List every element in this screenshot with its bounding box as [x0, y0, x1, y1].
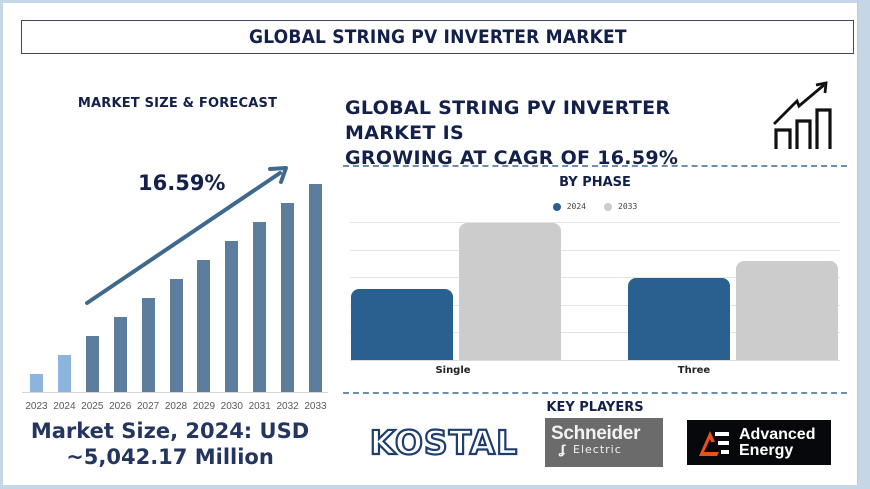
schneider-logo-line1: Schneider [551, 423, 641, 444]
category-label-three: Three [677, 365, 711, 376]
kostal-logo: KOSTAL [369, 424, 519, 460]
chart-legend: 2024 2033 [345, 202, 845, 211]
x-tick-label: 2026 [109, 401, 132, 412]
x-axis-line [350, 360, 840, 361]
legend-dot-icon [604, 202, 612, 211]
x-tick-label: 2030 [220, 401, 243, 412]
market-size-text: Market Size, 2024: USD ~5,042.17 Million [0, 418, 340, 470]
x-tick-label: 2029 [192, 401, 216, 412]
legend-label: 2033 [618, 202, 638, 211]
schneider-electric-logo: Schneider ʆ Electric [545, 418, 663, 467]
gridline [350, 222, 840, 223]
bar-2028 [169, 279, 183, 392]
market-size-line2: ~5,042.17 Million [66, 445, 274, 469]
x-tick-label: 2024 [53, 401, 76, 412]
cagr-label: 16.59% [138, 171, 226, 195]
cagr-heading-line1: GLOBAL STRING PV INVERTER MARKET IS [345, 97, 671, 144]
legend-item-2033: 2033 [604, 202, 637, 211]
by-phase-title: BY PHASE [559, 175, 631, 190]
bar-single-2024 [351, 289, 453, 360]
title-banner: GLOBAL STRING PV INVERTER MARKET [21, 20, 854, 54]
bar-single-2033 [459, 223, 561, 360]
market-size-heading: MARKET SIZE & FORECAST [77, 96, 278, 111]
x-tick-label: 2025 [81, 401, 104, 412]
page-title: GLOBAL STRING PV INVERTER MARKET [248, 26, 627, 48]
section-divider [343, 165, 847, 167]
bar-2025 [85, 336, 99, 392]
growth-chart-icon [773, 81, 832, 149]
category-label-single: Single [435, 365, 471, 376]
section-divider [343, 392, 847, 394]
bar-2027 [141, 298, 155, 392]
x-tick-label: 2023 [25, 401, 48, 412]
bar-2023 [30, 374, 43, 392]
legend-label: 2024 [566, 202, 586, 211]
advanced-energy-logo: Advanced Energy [687, 420, 831, 465]
bar-2029 [197, 260, 211, 392]
svg-text:KOSTAL: KOSTAL [370, 424, 518, 460]
market-forecast-chart: 2023 2024 2025 2026 2027 2028 2029 2030 2031 2032… [0, 0, 340, 420]
x-tick-label: 2031 [248, 401, 271, 412]
bar-three-2033 [736, 261, 838, 360]
gridline [350, 277, 840, 278]
x-tick-label: 2027 [136, 401, 160, 412]
x-tick-label: 2028 [164, 401, 188, 412]
bar-three-2024 [628, 278, 730, 360]
bar-2033 [309, 184, 322, 392]
bar-2031 [253, 222, 267, 392]
advanced-energy-text: Advanced Energy [739, 425, 816, 459]
schneider-symbol-icon: ʆ [559, 443, 567, 457]
trend-arrow-icon [85, 166, 288, 305]
bar-2030 [225, 241, 239, 392]
frame-divider [857, 0, 858, 485]
market-size-line1: Market Size, 2024: USD [30, 419, 310, 443]
x-tick-label: 2032 [276, 401, 299, 412]
schneider-logo-line2: ʆ Electric [559, 443, 622, 457]
bar-2024 [57, 355, 71, 392]
gridline [350, 305, 840, 306]
cagr-heading: GLOBAL STRING PV INVERTER MARKET IS GROW… [345, 96, 765, 171]
bar-2026 [113, 317, 127, 392]
legend-item-2024: 2024 [552, 202, 586, 211]
x-axis-line [22, 392, 328, 393]
cagr-heading-line2: GROWING AT CAGR OF 16.59% [345, 147, 679, 169]
advanced-energy-mark-icon [699, 430, 729, 456]
x-tick-label: 2033 [304, 401, 327, 412]
gridline [350, 250, 840, 251]
legend-dot-icon [552, 202, 561, 211]
gridline [350, 332, 840, 333]
key-players-title: KEY PLAYERS [546, 400, 644, 415]
bar-2032 [281, 203, 295, 392]
